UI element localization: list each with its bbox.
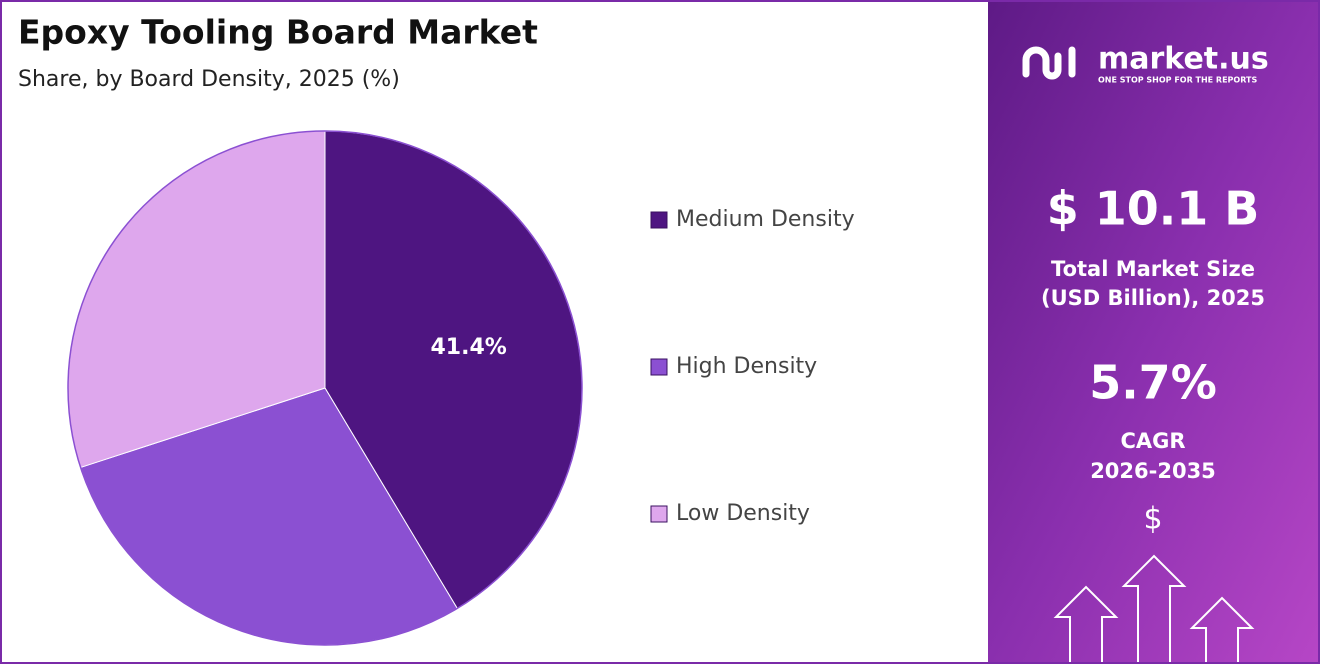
pie-outline (67, 130, 583, 646)
legend-label: High Density (676, 354, 817, 379)
info-panel (988, 2, 1318, 662)
legend-swatch (650, 358, 668, 376)
legend-label: Low Density (676, 501, 810, 526)
tagline: ONE STOP SHOP FOR THE REPORTS (1098, 76, 1257, 85)
legend-swatch (650, 211, 668, 229)
cagr-period: 2026-2035 (1090, 459, 1216, 483)
legend: Medium Density High Density Low Density (650, 207, 855, 526)
currency-icon: $ (1143, 502, 1162, 537)
legend-label: Medium Density (676, 207, 855, 232)
market-size-label: Total Market Size (1051, 257, 1255, 281)
pie: 41.4% (67, 130, 583, 646)
arrows (1053, 554, 1255, 662)
logo (1022, 46, 1076, 80)
chart-title: Epoxy Tooling Board Market (18, 13, 538, 52)
data-label: 41.4% (430, 335, 506, 360)
chart-subtitle: Share, by Board Density, 2025 (%) (18, 67, 400, 92)
cagr: 5.7% (1089, 356, 1217, 410)
market-size: $ 10.1 B (1047, 182, 1260, 236)
brand: market.us (1098, 42, 1269, 77)
legend-swatch (650, 505, 668, 523)
market-size-label: (USD Billion), 2025 (1041, 286, 1265, 310)
cagr-label: CAGR (1120, 429, 1185, 453)
